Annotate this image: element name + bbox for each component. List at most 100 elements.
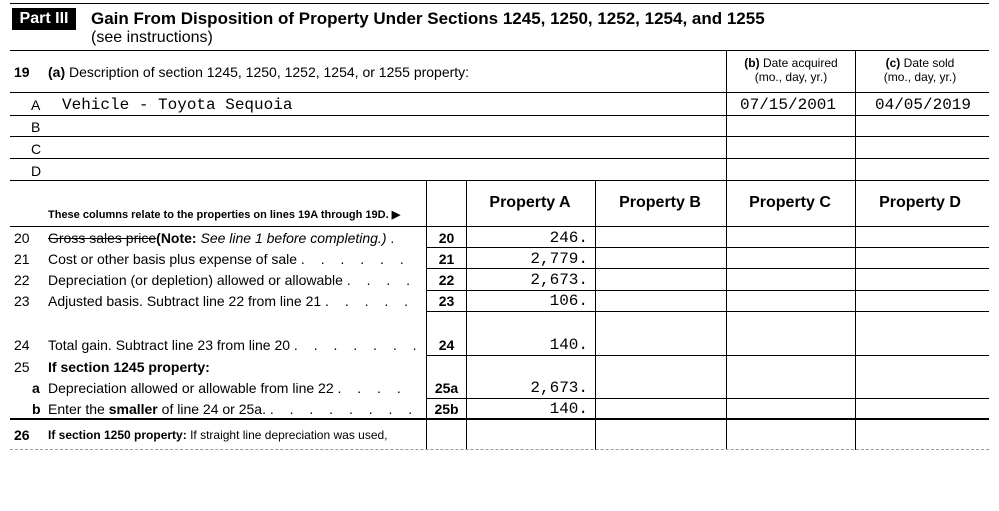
- col-c-sub: (mo., day, yr.): [883, 70, 957, 84]
- row19b-bottom: [10, 136, 989, 137]
- line23-number: 23: [14, 293, 30, 309]
- col-b-letter: (b): [744, 56, 760, 70]
- line19-number: 19: [14, 64, 30, 80]
- header-property-a: Property A: [489, 194, 571, 211]
- line20-label-text: Gross sales price: [48, 230, 157, 246]
- line21-bottom: [426, 268, 989, 269]
- line20-number: 20: [14, 230, 30, 246]
- header-property-d: Property D: [879, 194, 961, 211]
- row19a-date-sold[interactable]: 04/05/2019: [874, 96, 971, 114]
- line25a-label: Depreciation allowed or allowable from l…: [48, 380, 407, 396]
- arrow-right-icon: ▶: [391, 209, 401, 221]
- col-c-label: Date sold: [903, 56, 955, 70]
- line23-bottom: [426, 311, 989, 312]
- row19-letter-a: A: [31, 97, 41, 113]
- line24-value-a[interactable]: 140.: [549, 336, 588, 354]
- box-col-left: [426, 180, 427, 450]
- line25-label: If section 1245 property:: [48, 359, 210, 375]
- line23-dots: . . . . .: [325, 293, 415, 309]
- prop-c-left: [726, 180, 727, 450]
- columns-note: These columns relate to the properties o…: [48, 209, 400, 222]
- line19-a-text: Description of section 1245, 1250, 1252,…: [69, 64, 470, 80]
- col-b-left-border: [726, 50, 727, 180]
- prop-b-left: [595, 180, 596, 450]
- line23-box: 23: [438, 293, 455, 309]
- line26-label: If section 1250 property: If straight li…: [48, 427, 388, 443]
- line19-description-header: (a) Description of section 1245, 1250, 1…: [48, 64, 469, 80]
- row19-letter-c: C: [31, 141, 42, 157]
- line25a-label-text: Depreciation allowed or allowable from l…: [48, 380, 334, 396]
- col-b-header: (b) Date acquired (mo., day, yr.): [727, 56, 855, 84]
- line24-label: Total gain. Subtract line 23 from line 2…: [48, 337, 423, 353]
- line20-value-a[interactable]: 246.: [549, 229, 588, 247]
- line24-label-text: Total gain. Subtract line 23 from line 2…: [48, 337, 291, 353]
- col-c-letter: (c): [885, 56, 901, 70]
- line25a-dots: . . . .: [337, 380, 407, 396]
- line22-value-a[interactable]: 2,673.: [530, 271, 588, 289]
- line21-box: 21: [438, 251, 455, 267]
- row19-letter-b: B: [31, 119, 41, 135]
- row19c-bottom: [10, 158, 989, 159]
- header-property-c: Property C: [749, 194, 831, 211]
- col-c-left-border: [855, 50, 856, 180]
- line22-dots: . . . .: [346, 272, 417, 288]
- line26-label-post: If straight line depreciation was used,: [190, 428, 388, 442]
- line22-label: Depreciation (or depletion) allowed or a…: [48, 272, 416, 288]
- line20-bottom: [426, 247, 989, 248]
- line22-number: 22: [14, 272, 30, 288]
- col-c-header: (c) Date sold (mo., day, yr.): [856, 56, 984, 84]
- row19a-bottom: [10, 115, 989, 116]
- line25b-value-a[interactable]: 140.: [549, 400, 588, 418]
- line22-bottom: [426, 290, 989, 291]
- line25b-sub: b: [32, 401, 41, 417]
- lines-grid-top: [10, 226, 989, 227]
- line25b-bottom: [10, 418, 989, 420]
- line25b-label-pre: Enter the: [48, 401, 105, 417]
- col-b-label: Date acquired: [762, 56, 838, 70]
- line25a-sub: a: [32, 380, 40, 396]
- line20-box: 20: [438, 230, 455, 246]
- line25b-box: 25b: [434, 401, 459, 417]
- row19-letter-d: D: [31, 163, 42, 179]
- line21-label: Cost or other basis plus expense of sale…: [48, 251, 410, 267]
- part-badge: Part III: [12, 8, 76, 30]
- prop-d-left: [855, 180, 856, 450]
- page-cutoff: [10, 449, 989, 450]
- line21-dots: . . . . . .: [300, 251, 410, 267]
- line20-label: Gross sales price(Note: See line 1 befor…: [48, 230, 394, 246]
- line25b-label-bold: smaller: [108, 401, 158, 417]
- line25b-label-post: of line 24 or 25a.: [161, 401, 266, 417]
- line21-number: 21: [14, 251, 30, 267]
- part-title: Gain From Disposition of Property Under …: [91, 9, 765, 28]
- row19a-description[interactable]: Vehicle - Toyota Sequoia: [62, 96, 293, 114]
- line23-label-text: Adjusted basis. Subtract line 22 from li…: [48, 293, 322, 309]
- line20-note-italic: See line 1 before completing.): [200, 230, 387, 246]
- line26-label-bold: If section 1250 property:: [48, 428, 187, 442]
- row19a-date-acquired[interactable]: 07/15/2001: [739, 96, 836, 114]
- line20-note-bold: (Note:: [156, 230, 197, 246]
- line22-box: 22: [438, 272, 455, 288]
- line23-label: Adjusted basis. Subtract line 22 from li…: [48, 293, 414, 309]
- top-rule: [10, 3, 989, 4]
- header-divider: [10, 50, 989, 51]
- line21-value-a[interactable]: 2,779.: [530, 250, 588, 268]
- col-b-sub: (mo., day, yr.): [754, 70, 828, 84]
- line25b-dots: . . . . . . . .: [269, 401, 419, 417]
- prop-a-left: [466, 180, 467, 450]
- columns-note-text: These columns relate to the properties o…: [48, 209, 389, 221]
- line23-value-a[interactable]: 106.: [549, 292, 588, 310]
- header-property-b: Property B: [619, 194, 701, 211]
- part-subtitle: (see instructions): [91, 29, 213, 46]
- line25b-label: Enter the smaller of line 24 or 25a. . .…: [48, 401, 418, 417]
- line24-bottom: [426, 355, 989, 356]
- line25a-bottom: [426, 398, 989, 399]
- line22-label-text: Depreciation (or depletion) allowed or a…: [48, 272, 343, 288]
- line24-number: 24: [14, 337, 30, 353]
- line20-dots: .: [390, 230, 395, 246]
- line24-box: 24: [438, 337, 455, 353]
- line19-a-letter: (a): [48, 64, 66, 80]
- line25a-box: 25a: [434, 380, 459, 396]
- line25a-value-a[interactable]: 2,673.: [530, 379, 588, 397]
- line25-number: 25: [14, 359, 30, 375]
- row19d-bottom: [10, 180, 989, 181]
